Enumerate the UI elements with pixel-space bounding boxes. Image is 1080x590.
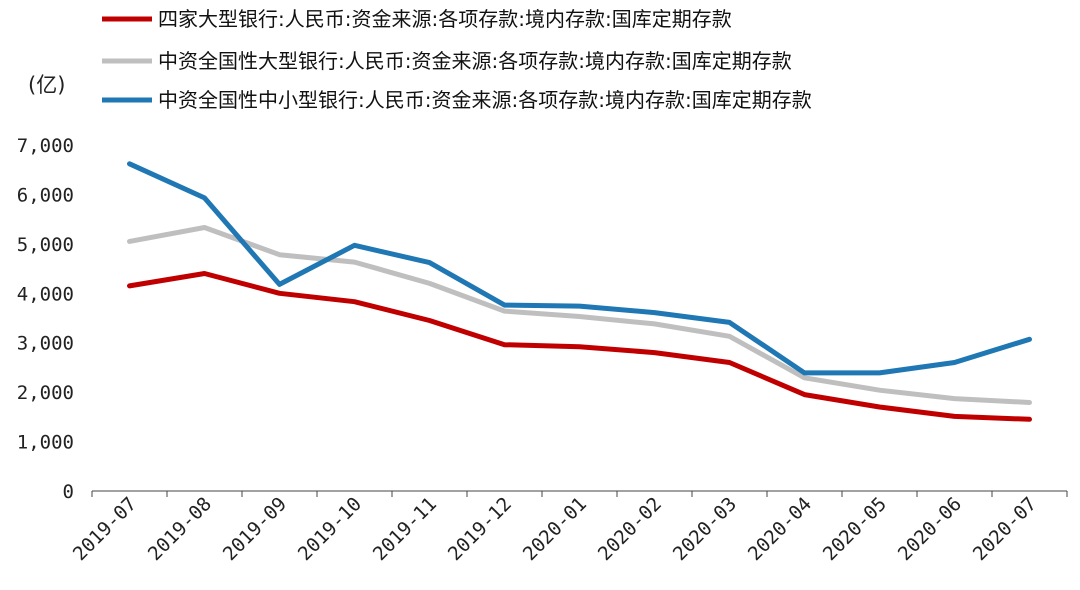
x-tick-label-2019-07: 2019-07 [69, 493, 141, 565]
legend-item-large-national: 中资全国性大型银行:人民币:资金来源:各项存款:境内存款:国库定期存款 [102, 49, 792, 73]
legend-label-big-four: 四家大型银行:人民币:资金来源:各项存款:境内存款:国库定期存款 [158, 7, 732, 31]
y-tick-label-4: 4,000 [17, 283, 74, 305]
x-tick-label-2020-05: 2020-05 [819, 493, 891, 565]
series-line-large-national [127, 225, 1032, 405]
x-axis-tick-labels: 2019-07 2019-08 2019-09 2019-10 2019-11 2019-… [69, 493, 1041, 565]
legend-item-small-medium-national: 中资全国性中小型银行:人民币:资金来源:各项存款:境内存款:国库定期存款 [102, 88, 812, 112]
y-tick-label-2: 2,000 [17, 382, 74, 404]
x-tick-label-2020-02: 2020-02 [594, 493, 666, 565]
y-tick-label-5: 5,000 [17, 234, 74, 256]
y-tick-label-3: 3,000 [17, 333, 74, 355]
x-tick-label-2019-12: 2019-12 [444, 493, 516, 565]
y-tick-label-7: 7,000 [17, 135, 74, 157]
x-tick-label-2019-08: 2019-08 [144, 493, 216, 565]
x-tick-label-2020-04: 2020-04 [744, 493, 816, 565]
legend-label-small-medium-national: 中资全国性中小型银行:人民币:资金来源:各项存款:境内存款:国库定期存款 [158, 88, 812, 112]
y-tick-label-6: 6,000 [17, 184, 74, 206]
x-tick-label-2019-09: 2019-09 [219, 493, 291, 565]
y-axis-unit-label: (亿) [28, 73, 65, 97]
legend-label-large-national: 中资全国性大型银行:人民币:资金来源:各项存款:境内存款:国库定期存款 [158, 49, 792, 73]
series-line-big-four [127, 271, 1032, 422]
y-tick-label-0: 0 [63, 481, 74, 503]
y-axis-tick-labels: 0 1,000 2,000 3,000 4,000 5,000 6,000 7,000 [17, 135, 74, 503]
x-tick-label-2020-03: 2020-03 [669, 493, 741, 565]
x-tick-label-2020-07: 2020-07 [969, 493, 1041, 565]
series-line-small-medium-national [127, 161, 1032, 376]
y-tick-label-1: 1,000 [17, 432, 74, 454]
x-tick-label-2019-10: 2019-10 [294, 493, 366, 565]
x-tick-label-2020-01: 2020-01 [519, 493, 591, 565]
x-tick-label-2020-06: 2020-06 [894, 493, 966, 565]
series-lines [127, 161, 1032, 422]
x-axis-ticks [91, 491, 1068, 497]
legend: 四家大型银行:人民币:资金来源:各项存款:境内存款:国库定期存款 中资全国性大型… [102, 7, 812, 112]
legend-item-big-four: 四家大型银行:人民币:资金来源:各项存款:境内存款:国库定期存款 [102, 7, 732, 31]
x-tick-label-2019-11: 2019-11 [369, 493, 441, 565]
